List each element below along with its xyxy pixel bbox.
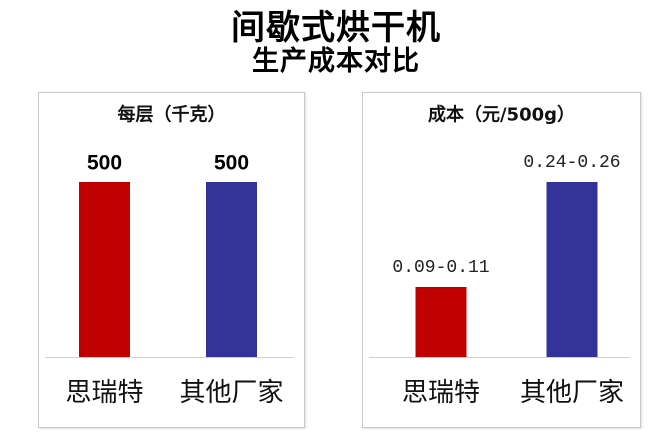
category-label: 思瑞特	[65, 378, 143, 408]
bar	[415, 287, 467, 357]
chart-title: 间歇式烘干机	[231, 8, 441, 48]
chart-subtitle: 生产成本对比	[252, 46, 420, 77]
data-label: 0.24-0.26	[523, 153, 620, 173]
data-label: 500	[87, 152, 122, 175]
bar	[79, 182, 130, 357]
bar	[206, 182, 257, 357]
panel-per-layer-capacity: 每层（千克） 500 思瑞特 500 其他厂家	[38, 92, 305, 428]
bar	[546, 182, 598, 357]
category-label: 其他厂家	[179, 378, 283, 408]
data-label: 0.09-0.11	[392, 258, 489, 278]
panel-title: 每层（千克）	[118, 104, 226, 126]
bar-chart: 每层（千克） 500 思瑞特 500 其他厂家	[45, 104, 294, 408]
panel-cost: 成本（元/500g） 0.09-0.11 思瑞特 0.24-0.26 其他厂家	[362, 92, 641, 428]
category-label: 其他厂家	[520, 378, 624, 408]
data-label: 500	[214, 152, 249, 175]
bar-chart: 成本（元/500g） 0.09-0.11 思瑞特 0.24-0.26 其他厂家	[369, 104, 630, 408]
category-label: 思瑞特	[402, 378, 480, 408]
panel-title: 成本（元/500g）	[428, 104, 575, 126]
